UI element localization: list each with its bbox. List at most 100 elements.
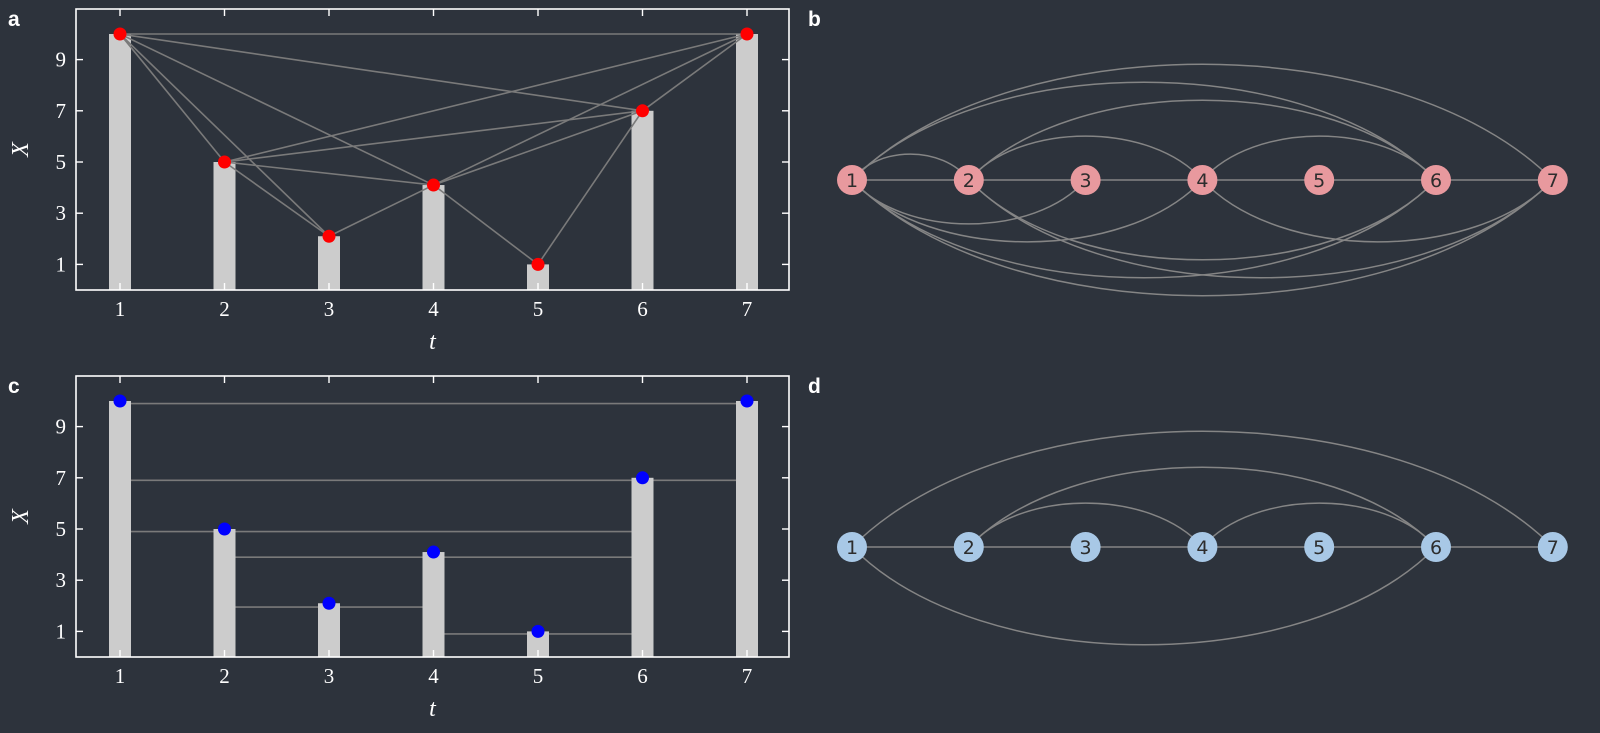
x-tick-label: 5	[533, 297, 544, 321]
bar-4	[422, 552, 445, 657]
plot-frame	[75, 8, 790, 291]
marker-4	[427, 545, 440, 559]
y-axis-label: X	[8, 508, 34, 525]
x-axis-label: t	[429, 696, 437, 722]
node-group: 1 2 3 4 5 6 7	[837, 532, 1568, 562]
arc-above-2-4	[968, 502, 1203, 548]
arc-above-2-6	[968, 466, 1437, 548]
y-tick-label: 7	[56, 466, 67, 490]
chart-panel-c: 1 2 3 4 5 6 7 1 3 5 7 9 t X	[8, 375, 790, 722]
arc-above-2-6	[968, 99, 1437, 181]
chart-panel-a: 1 2 3 4 5 6 7 1 3 5 7 9 t X	[8, 8, 790, 355]
y-tick-label: 7	[56, 99, 67, 123]
bar-2	[213, 529, 236, 657]
graph-panel-d: 1 2 3 4 5 6 7	[837, 430, 1568, 646]
x-tick-label: 3	[324, 297, 335, 321]
marker-2	[218, 155, 231, 169]
node-group: 1 2 3 4 5 6 7	[837, 165, 1568, 195]
graph-node-2	[953, 532, 984, 562]
x-tick-label: 4	[428, 297, 439, 321]
edge-1-2	[119, 33, 226, 163]
y-tick-label: 9	[56, 415, 67, 439]
arc-below-1-6	[851, 179, 1437, 279]
arc-above-2-4	[968, 135, 1203, 181]
x-tick-label: 1	[115, 297, 126, 321]
graph-panel-b: 1 2 3 4 5 6 7	[837, 63, 1568, 297]
y-tick-label: 1	[56, 252, 67, 276]
marker-2	[218, 522, 231, 536]
bar-1	[109, 34, 131, 290]
graph-node-label-5: 5	[1313, 170, 1325, 192]
bar-3	[318, 603, 340, 657]
graph-node-label-2: 2	[963, 537, 975, 559]
panel-letter-d: d	[808, 375, 821, 398]
marker-4	[427, 178, 440, 192]
edge-6-7	[642, 33, 748, 112]
graph-node-label-7: 7	[1547, 170, 1559, 192]
graph-node-label-3: 3	[1080, 537, 1092, 559]
edge-3-4	[328, 184, 434, 237]
panel-letter-b: b	[808, 8, 821, 31]
graph-node-6	[1421, 165, 1451, 195]
edge-1-3	[119, 33, 330, 237]
tick-group: 1 2 3 4 5 6 7 1 3 5 7 9	[56, 376, 789, 688]
y-axis-label: X	[8, 141, 34, 158]
graph-node-label-3: 3	[1080, 170, 1092, 192]
edge-2-7	[224, 33, 748, 163]
edge-4-7	[433, 33, 748, 186]
graph-node-1	[837, 532, 867, 562]
visibility-edges	[119, 33, 748, 266]
bar-4	[422, 185, 445, 290]
marker-group	[113, 27, 754, 271]
bar-2	[213, 162, 236, 290]
x-tick-label: 7	[742, 297, 753, 321]
graph-node-label-4: 4	[1196, 537, 1208, 559]
bar-group	[109, 34, 758, 290]
arc-below-2-6	[968, 179, 1437, 261]
edge-2-6	[224, 110, 643, 163]
horizontal-visibility-edges	[131, 402, 736, 635]
x-tick-label: 6	[637, 664, 648, 688]
marker-1	[113, 394, 127, 408]
bar-group	[109, 401, 758, 657]
arc-below-1-7	[851, 179, 1554, 297]
bar-3	[318, 236, 340, 290]
marker-3	[322, 596, 336, 610]
x-tick-label: 5	[533, 664, 544, 688]
marker-5	[531, 624, 545, 638]
bar-6	[631, 110, 654, 290]
graph-node-label-6: 6	[1430, 537, 1442, 559]
y-tick-label: 5	[56, 150, 67, 174]
edge-5-6	[537, 110, 644, 265]
graph-node-5	[1304, 532, 1335, 562]
arc-above-1-7	[851, 430, 1554, 548]
arc-above-1-7	[851, 63, 1554, 181]
y-tick-label: 3	[56, 568, 67, 592]
marker-6	[636, 104, 649, 118]
graph-node-5	[1304, 165, 1335, 195]
marker-5	[531, 257, 545, 271]
graph-node-3	[1070, 532, 1101, 562]
edge-2-3	[224, 161, 330, 237]
edge-4-5	[433, 184, 539, 266]
arc-below-4-7	[1201, 179, 1554, 243]
bar-6	[631, 477, 654, 657]
graph-node-6	[1421, 532, 1451, 562]
arc-above-4-6	[1201, 502, 1437, 548]
arc-above-1-6	[851, 81, 1437, 181]
graph-node-label-2: 2	[963, 170, 975, 192]
tick-group: 1 2 3 4 5 6 7 1 3 5 7 9	[56, 9, 789, 321]
arc-below-1-6	[851, 546, 1437, 646]
bar-7	[736, 34, 758, 290]
graph-node-1	[837, 165, 867, 195]
marker-3	[322, 229, 336, 243]
graph-node-label-1: 1	[846, 537, 858, 559]
edge-1-6	[119, 33, 643, 112]
panel-letter-c: c	[8, 375, 20, 398]
graph-node-label-5: 5	[1313, 537, 1325, 559]
marker-1	[113, 27, 127, 41]
graph-node-label-4: 4	[1196, 170, 1208, 192]
graph-node-4	[1187, 532, 1218, 562]
